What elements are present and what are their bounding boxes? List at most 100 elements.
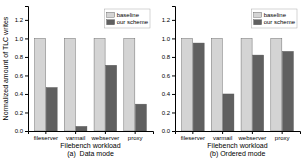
x-tick-mark	[75, 131, 76, 134]
panel: 0.0 0.2 0.4 0.6 0.8 1.0 1.2 fileserver varmail we…	[162, 7, 301, 158]
x-tick-label: fileserver	[181, 135, 205, 141]
y-tick: 0.4	[162, 91, 175, 97]
x-tick-mark	[282, 131, 283, 134]
y-tick: 1.0	[162, 36, 175, 42]
x-axis-title-line: (a) Data mode	[67, 150, 114, 158]
y-tick: 0.8	[162, 54, 175, 60]
x-axis-title-line: Filebench workload	[207, 142, 267, 149]
legend-label: our scheme	[117, 19, 149, 25]
legend-item: baseline	[254, 12, 287, 18]
bars	[182, 38, 294, 131]
x-tick-mark	[45, 131, 46, 134]
y-tick: 0.6	[15, 73, 28, 79]
x-axis: fileserver varmail webserver proxy	[176, 131, 301, 141]
bar	[46, 87, 57, 131]
y-tick: 0.2	[162, 110, 175, 116]
y-tick-label: 1.2	[15, 17, 24, 23]
y-tick-label: 0.4	[15, 91, 24, 97]
legend-item: baseline	[107, 12, 140, 18]
y-tick: 1.2	[15, 17, 28, 23]
x-axis-title-line: Filebench workload	[60, 142, 120, 149]
y-tick-mark	[172, 20, 175, 21]
y-tick-label: 0.2	[162, 110, 171, 116]
bar	[35, 38, 46, 131]
bar	[106, 65, 117, 131]
y-tick-label: 1.0	[162, 36, 171, 42]
y-tick-label: 1.0	[15, 36, 24, 42]
y-tick: 0.0	[162, 128, 175, 134]
x-tick-mark	[252, 131, 253, 134]
bar	[193, 43, 204, 131]
bar	[94, 38, 105, 131]
x-axis: fileserver varmail webserver proxy	[29, 131, 154, 141]
y-tick-mark	[25, 75, 28, 76]
bar	[182, 38, 193, 131]
legend-frame	[105, 9, 150, 28]
x-tick-label: webserver	[238, 135, 267, 141]
y-axis-title: Normalized amount of TLC writes	[2, 16, 9, 120]
legend-item: our scheme	[254, 19, 296, 25]
x-tick: proxy	[275, 131, 290, 141]
legend-swatch	[107, 12, 115, 17]
panel: 0.00.20.40.60.81.01.2fileservervarmailwe…	[2, 7, 154, 158]
y-tick-label: 0.8	[162, 54, 171, 60]
x-tick-label: webserver	[91, 135, 120, 141]
y-tick-mark	[25, 112, 28, 113]
x-tick-label: varmail	[66, 135, 85, 141]
legend-label: our scheme	[264, 19, 296, 25]
y-tick-mark	[172, 38, 175, 39]
bar	[282, 51, 293, 131]
y-tick: 0.6	[162, 73, 175, 79]
x-axis-title-line: (b) Ordered mode	[210, 150, 266, 158]
y-tick-label: 0.8	[15, 54, 24, 60]
legend: baselineour scheme	[105, 9, 150, 28]
y-axis: 0.00.20.40.60.81.01.2	[15, 7, 29, 135]
x-tick: varmail	[66, 131, 85, 141]
x-axis-line	[29, 132, 154, 135]
x-tick-label: fileserver	[34, 135, 58, 141]
y-tick-mark	[172, 131, 175, 132]
legend-swatch	[107, 20, 115, 25]
x-tick-mark	[105, 131, 106, 134]
x-tick: proxy	[128, 131, 143, 141]
y-tick-mark	[25, 131, 28, 132]
bar	[223, 94, 234, 131]
x-tick-mark	[222, 131, 223, 134]
x-tick-label: proxy	[275, 135, 290, 141]
bar	[253, 55, 264, 131]
x-tick: webserver	[91, 131, 120, 141]
y-tick-mark	[25, 20, 28, 21]
bar	[211, 38, 222, 131]
y-tick: 0.4	[15, 91, 28, 97]
y-tick-label: 0.0	[162, 128, 171, 134]
x-tick: webserver	[238, 131, 267, 141]
y-tick-mark	[25, 94, 28, 95]
bar	[271, 38, 282, 131]
bar	[135, 104, 146, 131]
legend-swatch	[254, 12, 262, 17]
x-tick-label: proxy	[128, 135, 143, 141]
x-tick-label: varmail	[213, 135, 232, 141]
y-tick-label: 0.4	[162, 91, 171, 97]
y-tick-label: 0.6	[15, 73, 24, 79]
y-tick: 0.2	[15, 110, 28, 116]
y-tick-mark	[25, 57, 28, 58]
bar	[241, 38, 252, 131]
legend-item: our scheme	[107, 19, 149, 25]
y-tick-mark	[172, 112, 175, 113]
y-tick: 0.8	[15, 54, 28, 60]
legend-swatch	[254, 20, 262, 25]
x-axis-title: Filebench workload(b) Ordered mode	[207, 142, 267, 158]
y-tick: 1.2	[162, 17, 175, 23]
bar	[124, 38, 135, 131]
y-axis: 0.0 0.2 0.4 0.6 0.8 1.0 1.2	[162, 7, 176, 135]
x-axis-title: Filebench workload(a) Data mode	[60, 142, 120, 158]
legend: baselineour scheme	[252, 9, 297, 28]
y-axis-line	[25, 7, 29, 132]
y-tick-mark	[172, 75, 175, 76]
y-axis-line	[172, 7, 176, 132]
x-tick-mark	[135, 131, 136, 134]
bars	[35, 38, 147, 131]
bar	[76, 126, 87, 131]
x-tick-mark	[192, 131, 193, 134]
